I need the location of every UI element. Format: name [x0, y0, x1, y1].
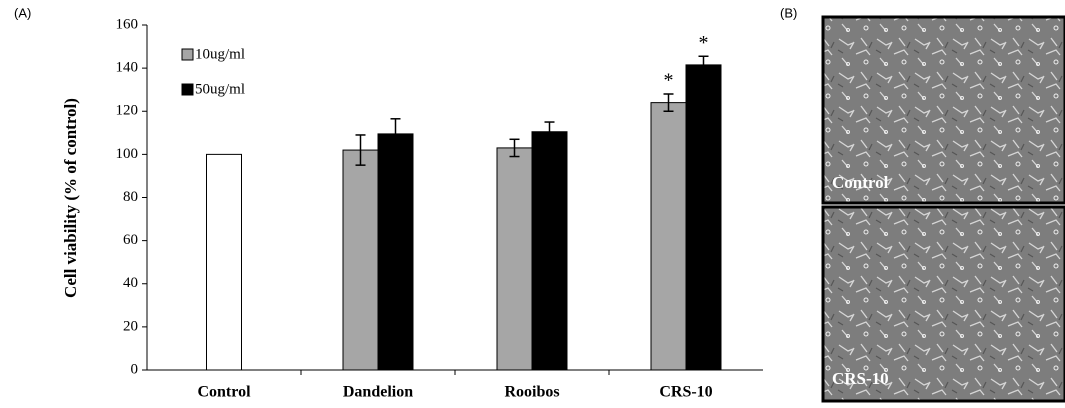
y-tick-label: 80 — [123, 189, 138, 205]
panel-label: (A) — [14, 5, 31, 20]
y-tick-label: 140 — [116, 60, 139, 76]
bar — [343, 150, 378, 370]
x-tick-label: Control — [197, 384, 251, 401]
y-tick-label: 20 — [123, 318, 138, 334]
y-tick-label: 40 — [123, 275, 138, 291]
y-tick-label: 160 — [116, 16, 139, 32]
x-tick-label: Rooibos — [504, 384, 559, 401]
image-panel: Control CRS-10 — [823, 17, 1065, 401]
bar — [207, 154, 242, 370]
y-tick-label: 0 — [131, 361, 139, 377]
legend-swatch — [182, 49, 193, 60]
y-tick-label: 100 — [116, 146, 139, 162]
image-label: Control — [832, 173, 889, 192]
significance-mark: * — [699, 32, 709, 54]
bar — [497, 148, 532, 370]
bar — [651, 103, 686, 370]
significance-mark: * — [664, 70, 674, 92]
x-tick-label: Dandelion — [343, 384, 413, 401]
panel-label: (B) — [780, 5, 797, 20]
figure: (A) (B) Cell viability (% of control) Co… — [0, 0, 1065, 403]
bar — [686, 65, 721, 370]
y-tick-label: 120 — [116, 103, 139, 119]
bar — [378, 134, 413, 370]
legend-label: 10ug/ml — [195, 46, 245, 62]
image-label: CRS-10 — [832, 369, 889, 388]
bar — [532, 132, 567, 370]
legend-label: 50ug/ml — [195, 81, 245, 97]
y-axis-label: Cell viability (% of control) — [61, 98, 80, 298]
y-tick-label: 60 — [123, 232, 138, 248]
legend-swatch — [182, 84, 193, 95]
x-tick-label: CRS-10 — [659, 384, 712, 401]
